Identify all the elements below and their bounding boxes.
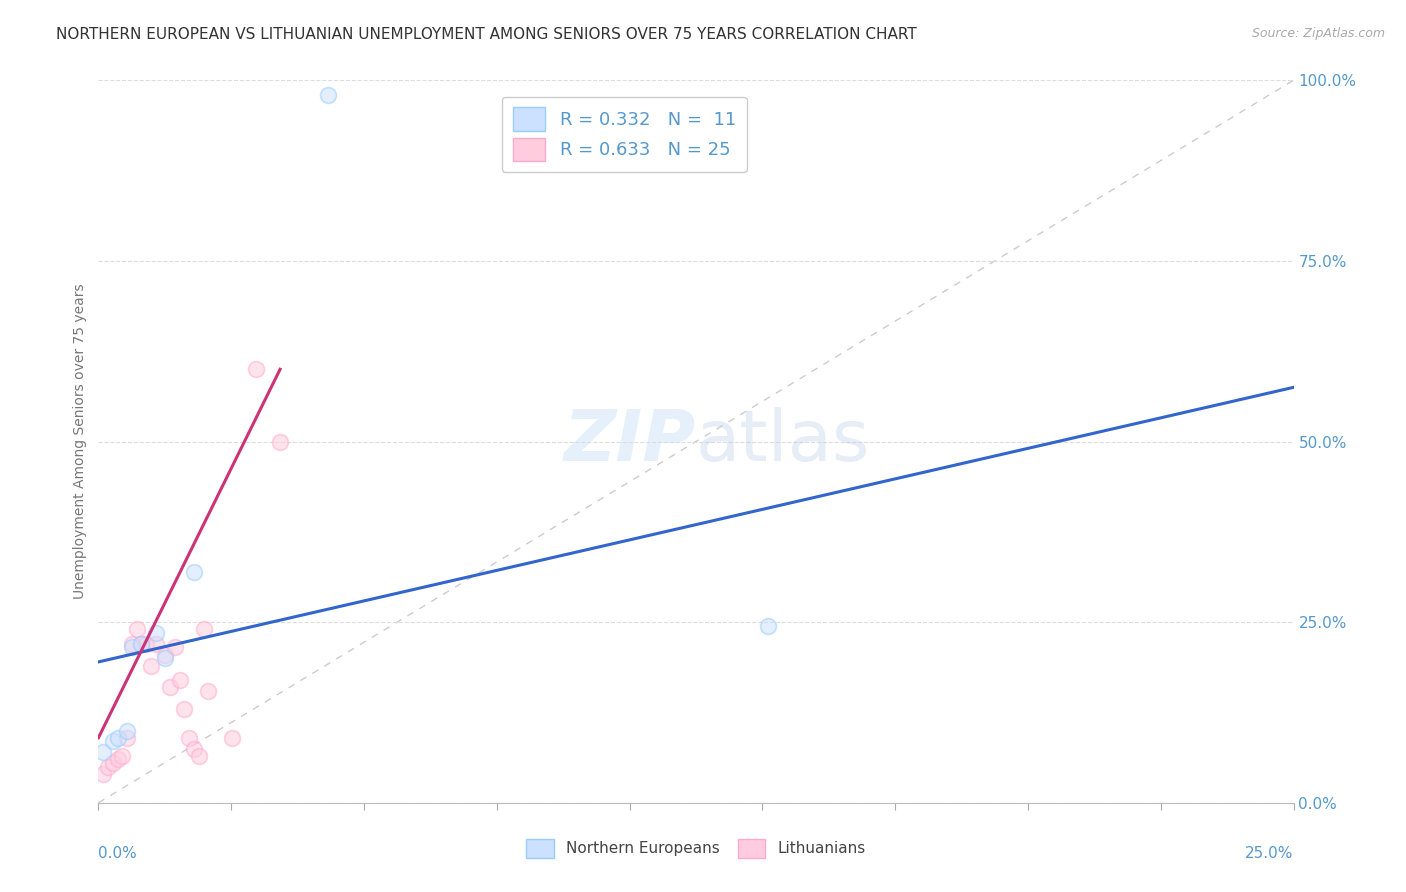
Text: atlas: atlas: [696, 407, 870, 476]
Point: [145, 637, 167, 651]
Point: [101, 756, 124, 770]
Point: [756, 619, 779, 633]
Legend: Northern Europeans, Lithuanians: Northern Europeans, Lithuanians: [517, 830, 875, 867]
Point: [101, 734, 124, 748]
Text: ZIP: ZIP: [564, 407, 696, 476]
Point: [197, 683, 219, 698]
Point: [131, 637, 153, 651]
Point: [125, 623, 148, 637]
Point: [97, 760, 120, 774]
Point: [107, 731, 129, 745]
Point: [91, 767, 114, 781]
Point: [179, 731, 201, 745]
Point: [316, 87, 339, 102]
Point: [107, 752, 129, 766]
Point: [135, 637, 157, 651]
Point: [245, 362, 267, 376]
Point: [155, 651, 177, 665]
Point: [183, 741, 205, 756]
Text: 25.0%: 25.0%: [1246, 847, 1294, 861]
Point: [91, 745, 114, 759]
Point: [193, 623, 215, 637]
Point: [269, 434, 291, 449]
Point: [131, 637, 153, 651]
Point: [173, 702, 195, 716]
Point: [139, 658, 162, 673]
Text: NORTHERN EUROPEAN VS LITHUANIAN UNEMPLOYMENT AMONG SENIORS OVER 75 YEARS CORRELA: NORTHERN EUROPEAN VS LITHUANIAN UNEMPLOY…: [56, 27, 917, 42]
Point: [183, 565, 205, 579]
Point: [115, 731, 138, 745]
Text: 0.0%: 0.0%: [98, 847, 138, 861]
Point: [121, 640, 143, 655]
Point: [121, 637, 143, 651]
Point: [221, 731, 243, 745]
Point: [169, 673, 191, 687]
Y-axis label: Unemployment Among Seniors over 75 years: Unemployment Among Seniors over 75 years: [73, 284, 87, 599]
Point: [155, 648, 177, 662]
Point: [115, 723, 138, 738]
Text: Source: ZipAtlas.com: Source: ZipAtlas.com: [1251, 27, 1385, 40]
Point: [163, 640, 186, 655]
Point: [159, 680, 181, 694]
Point: [187, 748, 209, 763]
Point: [145, 626, 167, 640]
Point: [111, 748, 134, 763]
